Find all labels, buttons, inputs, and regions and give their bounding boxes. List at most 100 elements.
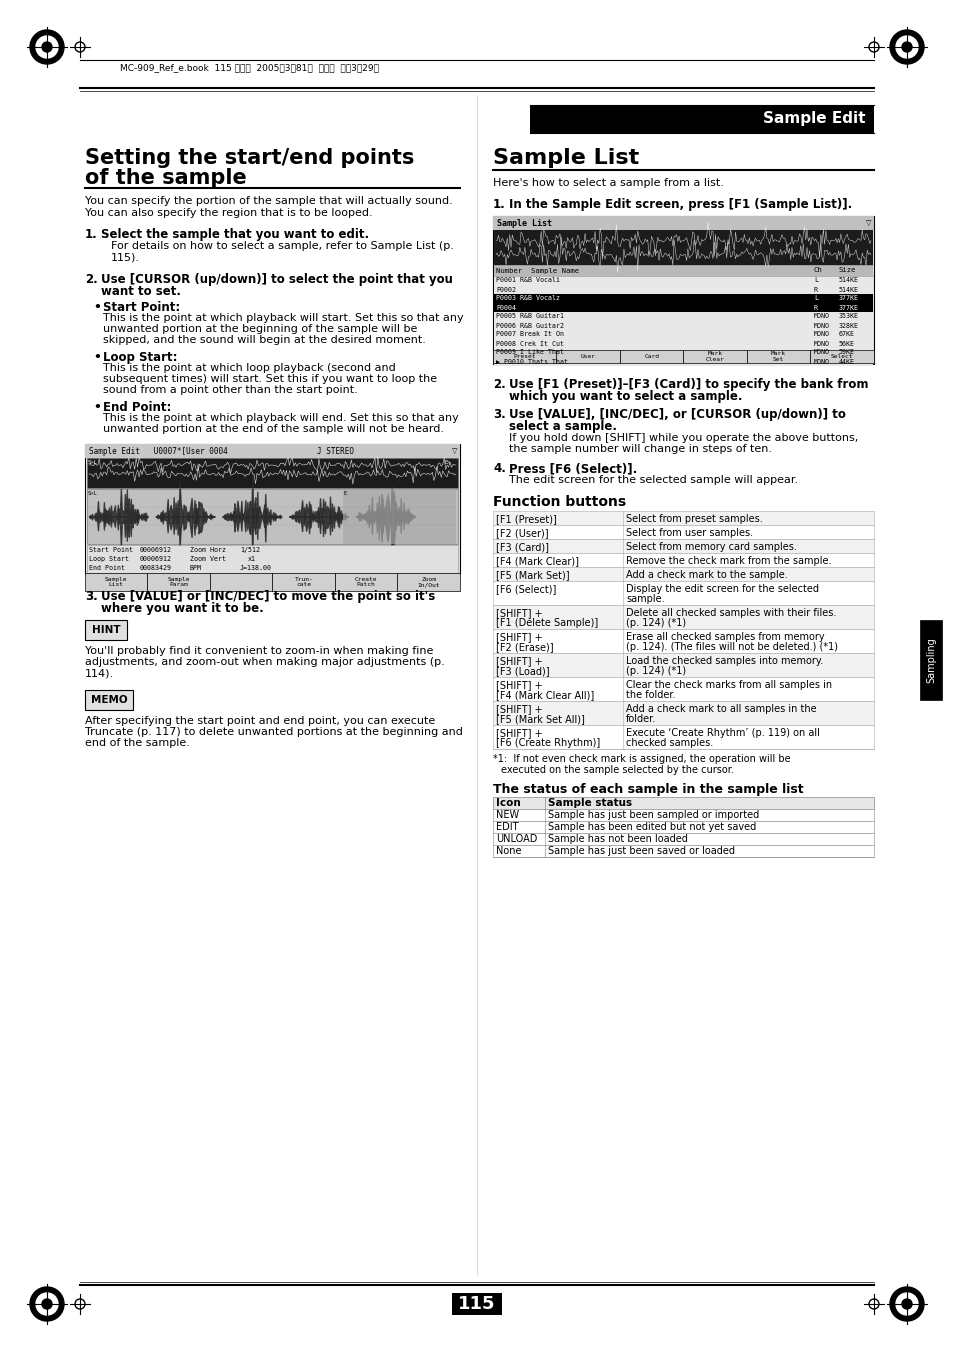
Text: E: E xyxy=(343,490,347,496)
Text: 514KE: 514KE xyxy=(838,286,858,293)
Text: Icon: Icon xyxy=(496,798,520,808)
Text: Loop Start:: Loop Start: xyxy=(103,351,177,363)
Text: Clear the check marks from all samples in: Clear the check marks from all samples i… xyxy=(625,680,831,690)
Text: Zoom Vert: Zoom Vert xyxy=(190,557,226,562)
Text: 44KE: 44KE xyxy=(838,358,854,365)
Bar xyxy=(493,526,873,539)
Bar xyxy=(85,444,459,458)
Text: folder.: folder. xyxy=(625,713,656,724)
Bar xyxy=(493,539,873,553)
Text: Add a check mark to all samples in the: Add a check mark to all samples in the xyxy=(625,704,816,713)
Text: *1:  If not even check mark is assigned, the operation will be: *1: If not even check mark is assigned, … xyxy=(493,754,790,765)
Text: R: R xyxy=(813,286,817,293)
Text: None: None xyxy=(496,846,521,857)
Text: In the Sample Edit screen, press [F1 (Sample List)].: In the Sample Edit screen, press [F1 (Sa… xyxy=(509,199,851,211)
Text: If you hold down [SHIFT] while you operate the above buttons,: If you hold down [SHIFT] while you opera… xyxy=(509,434,858,443)
Text: L: L xyxy=(813,296,817,301)
Text: Select the sample that you want to edit.: Select the sample that you want to edit. xyxy=(101,228,369,240)
Text: ▶ P0010 Thats That: ▶ P0010 Thats That xyxy=(496,358,567,365)
Text: Create
Patch: Create Patch xyxy=(355,577,377,588)
Text: You can also specify the region that is to be looped.: You can also specify the region that is … xyxy=(85,208,373,218)
Text: 353KE: 353KE xyxy=(838,313,858,319)
Text: the sample number will change in steps of ten.: the sample number will change in steps o… xyxy=(509,444,771,454)
Bar xyxy=(397,573,459,590)
Circle shape xyxy=(36,36,58,58)
Text: The edit screen for the selected sample will appear.: The edit screen for the selected sample … xyxy=(509,476,798,485)
Bar xyxy=(494,349,872,357)
Circle shape xyxy=(42,1300,52,1309)
Text: 00083429: 00083429 xyxy=(140,565,172,571)
Text: which you want to select a sample.: which you want to select a sample. xyxy=(509,390,741,403)
Text: MONO: MONO xyxy=(813,350,829,355)
Text: Delete all checked samples with their files.: Delete all checked samples with their fi… xyxy=(625,608,836,617)
Bar xyxy=(493,630,873,653)
Bar xyxy=(87,544,457,573)
Text: Setting the start/end points: Setting the start/end points xyxy=(85,149,414,168)
Bar xyxy=(342,489,456,544)
Bar xyxy=(493,677,873,701)
Text: Size: Size xyxy=(838,267,856,273)
Text: 3.: 3. xyxy=(85,590,97,603)
Text: 00006912: 00006912 xyxy=(140,547,172,553)
Text: Sample has not been loaded: Sample has not been loaded xyxy=(547,834,687,844)
Text: J STEREO: J STEREO xyxy=(317,446,355,455)
Text: sample.: sample. xyxy=(625,594,664,604)
Text: Start Point: Start Point xyxy=(89,547,132,553)
Text: executed on the sample selected by the cursor.: executed on the sample selected by the c… xyxy=(500,765,733,775)
Bar xyxy=(493,834,873,844)
Bar xyxy=(85,690,132,711)
Text: [F5 (Mark Set)]: [F5 (Mark Set)] xyxy=(496,570,569,580)
Text: J=138.00: J=138.00 xyxy=(240,565,272,571)
Text: Ch: Ch xyxy=(813,267,821,273)
Circle shape xyxy=(30,30,64,63)
Circle shape xyxy=(895,36,917,58)
Bar xyxy=(682,350,746,363)
Text: You'll probably find it convenient to zoom-in when making fine: You'll probably find it convenient to zo… xyxy=(85,646,433,657)
Text: •: • xyxy=(92,351,101,363)
Text: 67KE: 67KE xyxy=(838,331,854,338)
Text: MEMO: MEMO xyxy=(91,694,127,705)
Text: 3.: 3. xyxy=(493,408,505,422)
Text: Erase all checked samples from memory: Erase all checked samples from memory xyxy=(625,632,823,642)
Text: P0006 R&B Guitar2: P0006 R&B Guitar2 xyxy=(496,323,563,328)
Text: Press [F6 (Select)].: Press [F6 (Select)]. xyxy=(509,462,637,476)
Text: For details on how to select a sample, refer to Sample List (p.: For details on how to select a sample, r… xyxy=(111,240,454,251)
Text: Loop Start: Loop Start xyxy=(89,557,129,562)
Text: want to set.: want to set. xyxy=(101,285,181,299)
Bar xyxy=(810,350,873,363)
Text: [F2 (Erase)]: [F2 (Erase)] xyxy=(496,642,553,653)
Text: S>L: S>L xyxy=(88,490,97,496)
Text: •: • xyxy=(92,301,101,313)
Bar xyxy=(85,620,127,640)
Bar xyxy=(494,357,872,366)
Text: [SHIFT] +: [SHIFT] + xyxy=(496,680,542,690)
Text: Sample
List: Sample List xyxy=(105,577,128,588)
Text: Execute ‘Create Rhythm’ (p. 119) on all: Execute ‘Create Rhythm’ (p. 119) on all xyxy=(625,728,819,738)
Circle shape xyxy=(36,1293,58,1315)
Text: (p. 124) (*1): (p. 124) (*1) xyxy=(625,666,685,676)
Text: (p. 124) (*1): (p. 124) (*1) xyxy=(625,617,685,628)
Text: End Point: End Point xyxy=(89,565,125,571)
Bar xyxy=(493,511,873,526)
Bar xyxy=(619,350,682,363)
Bar xyxy=(493,844,873,857)
Bar xyxy=(919,620,941,700)
Text: Display the edit screen for the selected: Display the edit screen for the selected xyxy=(625,584,818,594)
Text: 00006912: 00006912 xyxy=(140,557,172,562)
Text: Card: Card xyxy=(643,354,659,359)
Text: ▽: ▽ xyxy=(452,449,456,454)
Text: [F5 (Mark Set All)]: [F5 (Mark Set All)] xyxy=(496,713,584,724)
Text: checked samples.: checked samples. xyxy=(625,738,713,748)
Text: 115: 115 xyxy=(457,1296,496,1313)
Text: MONO: MONO xyxy=(813,313,829,319)
Bar xyxy=(493,216,873,230)
Bar xyxy=(148,573,210,590)
Text: This is the point at which playback will start. Set this so that any: This is the point at which playback will… xyxy=(103,313,463,323)
Bar xyxy=(85,573,148,590)
Text: Sample Edit   U0007*[User 0004: Sample Edit U0007*[User 0004 xyxy=(89,446,228,455)
Text: sound from a point other than the start point.: sound from a point other than the start … xyxy=(103,385,357,394)
Bar xyxy=(493,605,873,630)
Text: •: • xyxy=(92,401,101,413)
Bar xyxy=(493,809,873,821)
Bar xyxy=(493,725,873,748)
